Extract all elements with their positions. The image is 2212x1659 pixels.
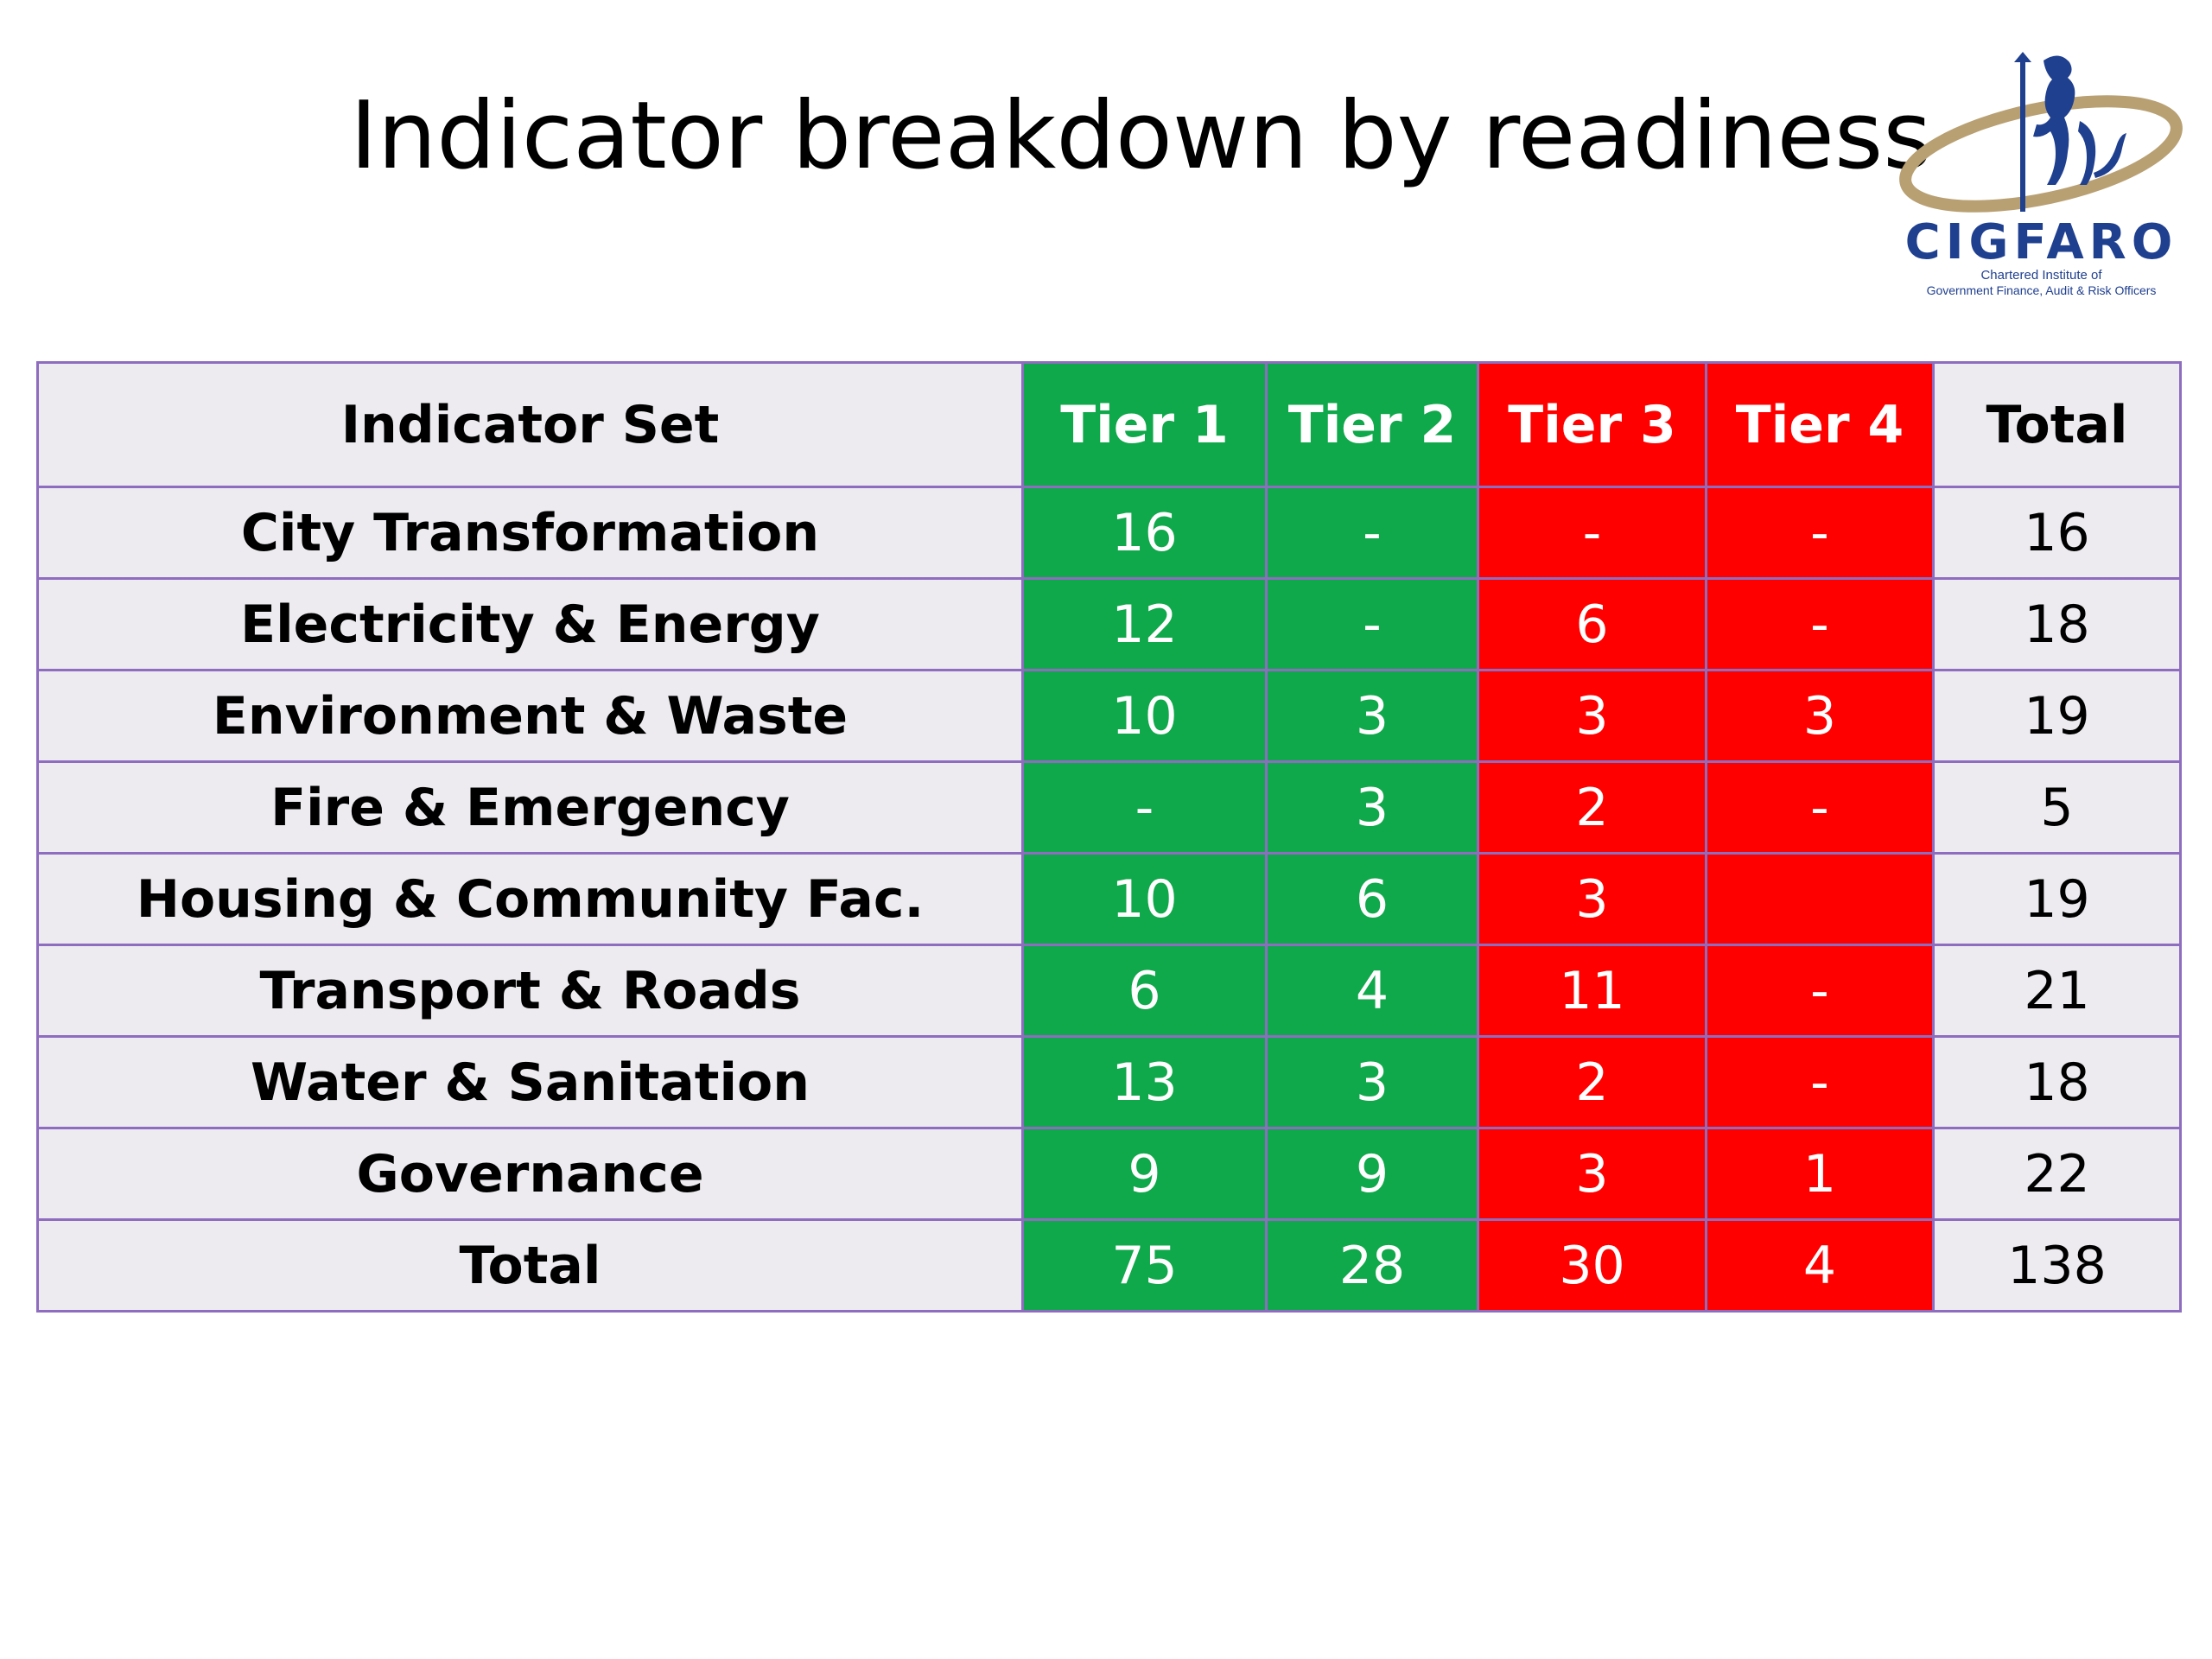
table-row: Governance 9 9 3 1 22 bbox=[36, 1127, 2182, 1221]
row-name: City Transformation bbox=[36, 486, 1024, 580]
logo-wordmark: CIGFARO bbox=[1904, 214, 2178, 270]
logo-subtitle-line1: Chartered Institute of bbox=[1980, 268, 2102, 283]
cell-total: 21 bbox=[1932, 944, 2182, 1038]
row-name: Housing & Community Fac. bbox=[36, 852, 1024, 946]
cell-tier-1: 10 bbox=[1021, 669, 1268, 763]
cell-tier-1: 9 bbox=[1021, 1127, 1268, 1221]
cell-total: 22 bbox=[1932, 1127, 2182, 1221]
cell-tier-3: - bbox=[1477, 486, 1707, 580]
cell-tier-1: 16 bbox=[1021, 486, 1268, 580]
header-tier-2: Tier 2 bbox=[1265, 361, 1479, 488]
cell-tier-3: 3 bbox=[1477, 669, 1707, 763]
cell-tier-2: - bbox=[1265, 577, 1479, 671]
header-tier-3: Tier 3 bbox=[1477, 361, 1707, 488]
row-name: Water & Sanitation bbox=[36, 1035, 1024, 1129]
cell-tier-3: 6 bbox=[1477, 577, 1707, 671]
cell-total: 19 bbox=[1932, 669, 2182, 763]
cell-tier-3: 2 bbox=[1477, 760, 1707, 855]
total-tier-1: 75 bbox=[1021, 1218, 1268, 1313]
cell-tier-1: 6 bbox=[1021, 944, 1268, 1038]
cell-tier-2: 3 bbox=[1265, 669, 1479, 763]
table-row: Housing & Community Fac. 10 6 3 19 bbox=[36, 852, 2182, 946]
cell-tier-4: - bbox=[1705, 577, 1935, 671]
slide-title: Indicator breakdown by readiness bbox=[350, 82, 1932, 190]
row-name: Environment & Waste bbox=[36, 669, 1024, 763]
cell-total: 5 bbox=[1932, 760, 2182, 855]
cell-tier-4: - bbox=[1705, 1035, 1935, 1129]
cell-tier-1: 13 bbox=[1021, 1035, 1268, 1129]
cell-tier-3: 11 bbox=[1477, 944, 1707, 1038]
cell-tier-4: 1 bbox=[1705, 1127, 1935, 1221]
cigfaro-logo: CIGFARO Chartered Institute of Governmen… bbox=[1897, 52, 2186, 311]
header-total: Total bbox=[1932, 361, 2182, 488]
cell-tier-4: 3 bbox=[1705, 669, 1935, 763]
row-name: Fire & Emergency bbox=[36, 760, 1024, 855]
cell-tier-3: 3 bbox=[1477, 852, 1707, 946]
cell-total: 16 bbox=[1932, 486, 2182, 580]
header-indicator-set: Indicator Set bbox=[36, 361, 1024, 488]
readiness-table: Indicator Set Tier 1 Tier 2 Tier 3 Tier … bbox=[36, 361, 2182, 1313]
cell-tier-3: 2 bbox=[1477, 1035, 1707, 1129]
cell-tier-2: 6 bbox=[1265, 852, 1479, 946]
cell-total: 18 bbox=[1932, 1035, 2182, 1129]
row-name: Electricity & Energy bbox=[36, 577, 1024, 671]
table-total-row: Total 75 28 30 4 138 bbox=[36, 1218, 2182, 1313]
cell-tier-3: 3 bbox=[1477, 1127, 1707, 1221]
cell-tier-2: 3 bbox=[1265, 1035, 1479, 1129]
logo-emblem-icon bbox=[1899, 52, 2183, 213]
total-tier-4: 4 bbox=[1705, 1218, 1935, 1313]
header-tier-1: Tier 1 bbox=[1021, 361, 1268, 488]
row-name: Transport & Roads bbox=[36, 944, 1024, 1038]
table-header-row: Indicator Set Tier 1 Tier 2 Tier 3 Tier … bbox=[36, 361, 2182, 488]
cell-tier-1: - bbox=[1021, 760, 1268, 855]
logo-subtitle-line2: Government Finance, Audit & Risk Officer… bbox=[1926, 283, 2157, 297]
total-row-name: Total bbox=[36, 1218, 1024, 1313]
table-row: Fire & Emergency - 3 2 - 5 bbox=[36, 760, 2182, 855]
cell-tier-4: - bbox=[1705, 944, 1935, 1038]
grand-total: 138 bbox=[1932, 1218, 2182, 1313]
total-tier-2: 28 bbox=[1265, 1218, 1479, 1313]
cell-tier-4: - bbox=[1705, 760, 1935, 855]
cell-tier-2: 9 bbox=[1265, 1127, 1479, 1221]
cell-tier-2: 3 bbox=[1265, 760, 1479, 855]
cell-total: 19 bbox=[1932, 852, 2182, 946]
table-row: Water & Sanitation 13 3 2 - 18 bbox=[36, 1035, 2182, 1129]
cell-tier-1: 12 bbox=[1021, 577, 1268, 671]
table-row: Electricity & Energy 12 - 6 - 18 bbox=[36, 577, 2182, 671]
total-tier-3: 30 bbox=[1477, 1218, 1707, 1313]
cell-tier-4 bbox=[1705, 852, 1935, 946]
row-name: Governance bbox=[36, 1127, 1024, 1221]
cell-tier-1: 10 bbox=[1021, 852, 1268, 946]
cell-tier-2: - bbox=[1265, 486, 1479, 580]
cell-tier-2: 4 bbox=[1265, 944, 1479, 1038]
cell-total: 18 bbox=[1932, 577, 2182, 671]
header-tier-4: Tier 4 bbox=[1705, 361, 1935, 488]
table-row: Transport & Roads 6 4 11 - 21 bbox=[36, 944, 2182, 1038]
table-row: City Transformation 16 - - - 16 bbox=[36, 486, 2182, 580]
table-row: Environment & Waste 10 3 3 3 19 bbox=[36, 669, 2182, 763]
cell-tier-4: - bbox=[1705, 486, 1935, 580]
